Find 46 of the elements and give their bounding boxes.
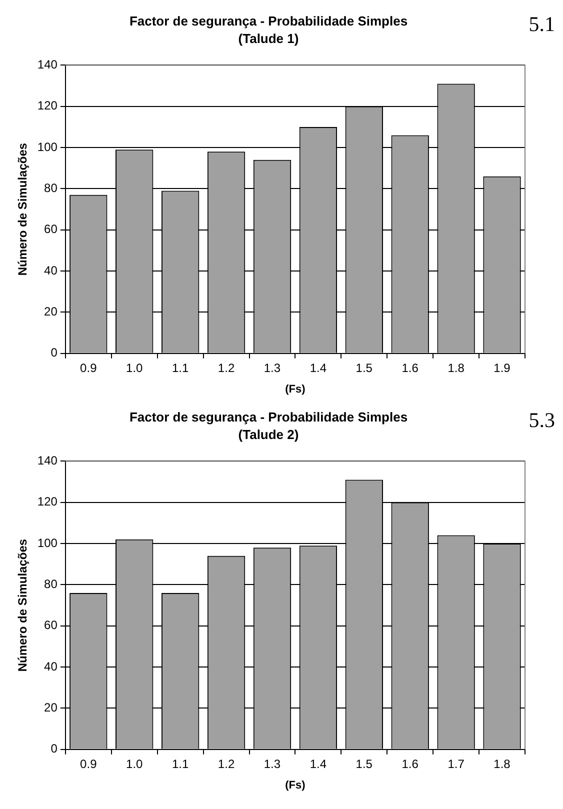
x-tick-label: 1.8 <box>448 360 465 375</box>
y-tick-label: 20 <box>44 700 58 715</box>
chart-title: Factor de segurança - Probabilidade Simples <box>129 409 408 424</box>
x-tick-label: 1.0 <box>126 756 144 771</box>
y-tick-label: 40 <box>44 659 58 674</box>
x-tick-label: 0.9 <box>80 756 98 771</box>
y-tick-label: 120 <box>37 494 58 509</box>
y-axis-title: Número de Simulações <box>16 142 30 276</box>
y-tick-label: 120 <box>37 98 58 113</box>
y-tick-label: 0 <box>50 346 58 360</box>
chart-subtitle: (Talude 2) <box>238 426 299 442</box>
y-tick-label: 80 <box>44 577 58 592</box>
y-tick-label: 140 <box>37 454 58 468</box>
y-tick-label: 60 <box>44 618 58 632</box>
y-tick-label: 0 <box>50 742 58 756</box>
x-tick-label: 1.0 <box>126 360 144 375</box>
text: 5.1 <box>528 12 555 37</box>
chart-subtitle: (Talude 1) <box>238 30 299 46</box>
x-tick-label: 1.3 <box>264 360 281 375</box>
x-tick-label: 1.2 <box>218 756 235 771</box>
x-axis-title: (Fs) <box>285 383 306 396</box>
y-tick-label: 20 <box>44 304 58 319</box>
y-tick-label: 100 <box>37 140 58 154</box>
x-tick-label: 1.6 <box>402 756 419 771</box>
chart-title: Factor de segurança - Probabilidade Simples <box>129 13 408 28</box>
x-tick-label: 1.3 <box>264 756 281 771</box>
x-tick-label: 1.4 <box>310 756 327 771</box>
x-tick-label: 1.2 <box>218 360 235 375</box>
y-tick-label: 140 <box>37 58 58 72</box>
y-tick-label: 100 <box>37 536 58 550</box>
y-axis-title: Número de Simulações <box>16 538 30 672</box>
x-tick-label: 1.9 <box>494 360 511 375</box>
x-tick-label: 1.1 <box>172 360 189 375</box>
x-tick-label: 1.8 <box>494 756 511 771</box>
x-tick-label: 1.4 <box>310 360 327 375</box>
text: 5.3 <box>528 408 555 433</box>
x-tick-label: 1.6 <box>402 360 419 375</box>
x-tick-label: 1.5 <box>356 360 373 375</box>
x-tick-label: 0.9 <box>80 360 98 375</box>
y-tick-label: 40 <box>44 263 58 278</box>
x-tick-label: 1.1 <box>172 756 189 771</box>
x-axis-title: (Fs) <box>285 779 306 792</box>
x-tick-label: 1.7 <box>448 756 465 771</box>
y-tick-label: 80 <box>44 181 58 196</box>
x-tick-label: 1.5 <box>356 756 373 771</box>
y-tick-label: 60 <box>44 222 58 236</box>
